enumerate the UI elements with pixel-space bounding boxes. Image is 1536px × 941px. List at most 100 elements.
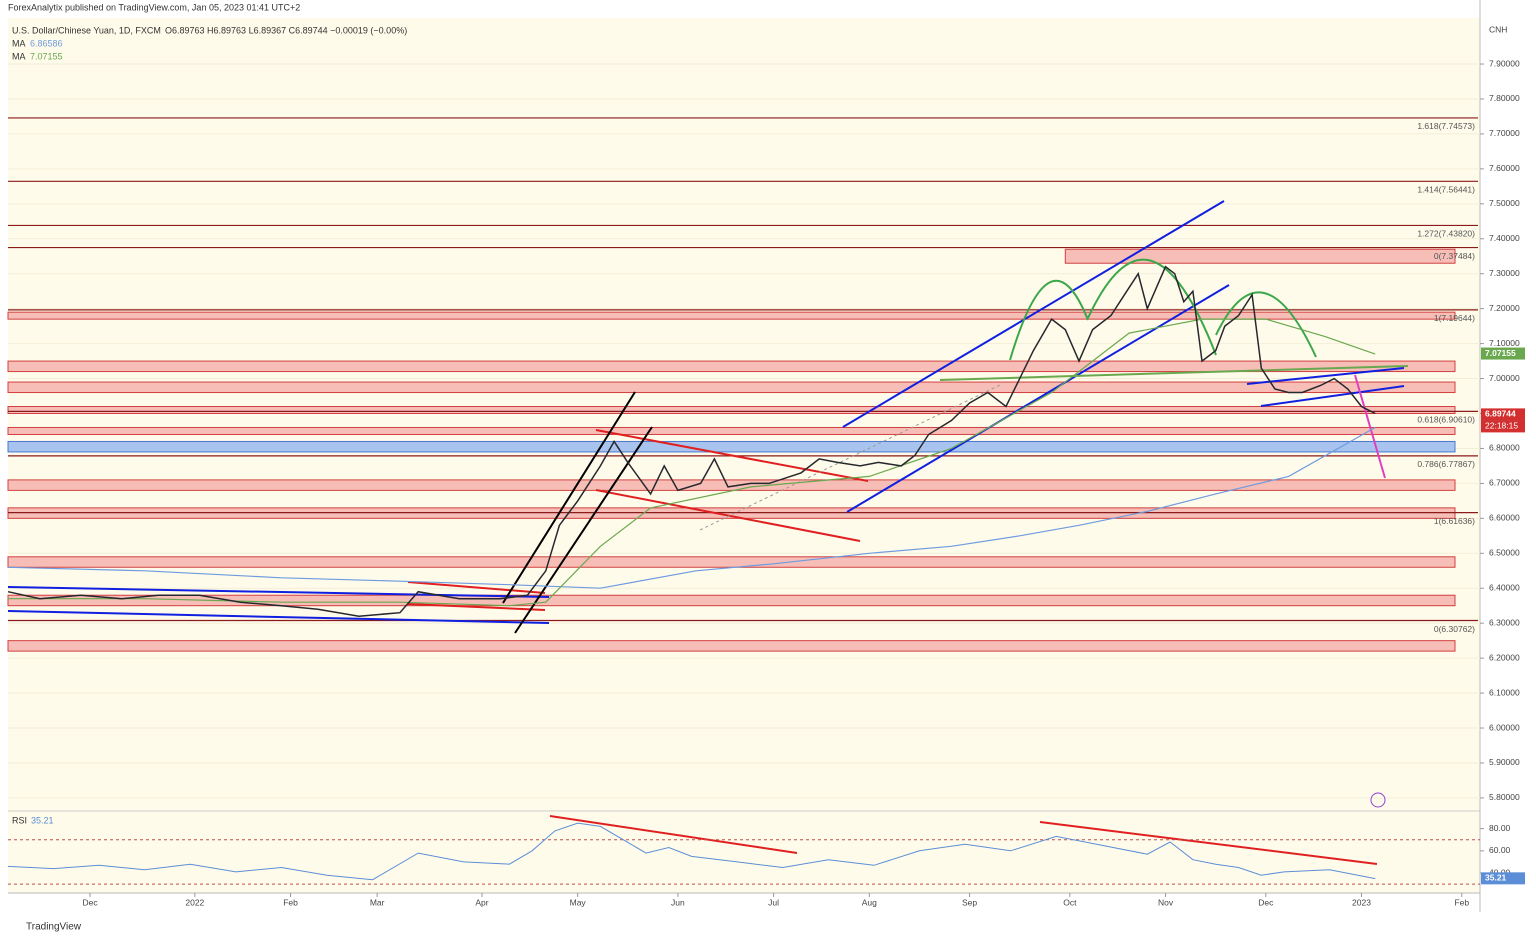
y-tick-label: 7.30000: [1489, 268, 1520, 278]
y-tick-label: 6.70000: [1489, 478, 1520, 488]
source: ForexAnalytix published on TradingView.c…: [8, 2, 300, 12]
y-tick-label: 7.90000: [1489, 58, 1520, 68]
trendline: [514, 426, 653, 634]
ma-value: 6.86586: [30, 38, 63, 48]
ma-name: MA: [12, 38, 26, 48]
ohlc: O6.89763 H6.89763 L6.89367 C6.89744 −0.0…: [165, 25, 407, 35]
x-tick-label: Jul: [768, 897, 779, 907]
ma-name: MA: [12, 51, 26, 61]
arc: [1009, 279, 1089, 361]
trendline: [1260, 385, 1405, 407]
fib-label: 0.786(6.77867): [1417, 459, 1475, 469]
y-tick-label: 6.20000: [1489, 652, 1520, 662]
moving-average: [8, 318, 1376, 607]
rsi-badge: 35.21: [1485, 873, 1507, 883]
y-tick-label: 7.80000: [1489, 93, 1520, 103]
annotations: [7, 63, 1480, 799]
fib-label: 1(7.19644): [1434, 313, 1475, 323]
resistance-zone: [7, 594, 1456, 607]
moving-average: [7, 426, 1376, 589]
rsi-trendline: [1039, 821, 1378, 865]
x-tick-label: Jun: [671, 897, 685, 907]
rsi-line: [7, 822, 1376, 881]
trendline: [7, 610, 550, 624]
y-tick-label: 5.90000: [1489, 757, 1520, 767]
fib-label: 0(7.37484): [1434, 251, 1475, 261]
x-tick-label: Nov: [1158, 897, 1174, 907]
support-zone: [7, 440, 1456, 453]
ma-badge-bg: [1481, 347, 1525, 360]
y-tick-label: 6.30000: [1489, 617, 1520, 627]
fib-label: 0(6.30762): [1434, 624, 1475, 634]
arc: [1215, 291, 1317, 358]
currency: CNH: [1489, 24, 1507, 34]
trendline: [1354, 374, 1386, 479]
resistance-zone: [7, 426, 1456, 435]
x-tick-label: Dec: [1258, 897, 1274, 907]
ma-badge: 7.07155: [1485, 348, 1516, 358]
fib-label: 0.618(6.90610): [1417, 415, 1475, 425]
trendline: [407, 581, 546, 594]
y-tick-label: 6.60000: [1489, 513, 1520, 523]
x-tick-label: Aug: [862, 897, 877, 907]
trendline: [842, 200, 1225, 428]
rsi-tick-label: 80.00: [1489, 823, 1511, 833]
x-tick-label: 2023: [1352, 897, 1371, 907]
logo: TradingView: [26, 922, 82, 933]
rsi-trendline: [549, 815, 798, 854]
y-tick-label: 7.20000: [1489, 303, 1520, 313]
countdown-bg: [1481, 420, 1525, 433]
y-tick-label: 7.00000: [1489, 373, 1520, 383]
y-tick-label: 7.70000: [1489, 128, 1520, 138]
price-badge-bg: [1481, 408, 1525, 421]
y-tick-label: 7.50000: [1489, 198, 1520, 208]
alert-icon[interactable]: [1370, 792, 1386, 808]
y-tick-label: 6.80000: [1489, 443, 1520, 453]
x-tick-label: Feb: [283, 897, 298, 907]
fib-label: 1(6.61636): [1434, 516, 1475, 526]
trendline: [846, 284, 1230, 513]
symbol-title: U.S. Dollar/Chinese Yuan, 1D, FXCM: [12, 25, 161, 35]
y-tick-label: 6.00000: [1489, 722, 1520, 732]
y-tick-label: 6.50000: [1489, 548, 1520, 558]
trendline: [939, 365, 1409, 381]
resistance-zone: [7, 406, 1456, 415]
arc: [1087, 258, 1217, 356]
x-tick-label: Feb: [1454, 897, 1469, 907]
x-tick-label: May: [570, 897, 587, 907]
y-tick-label: 7.60000: [1489, 163, 1520, 173]
resistance-zone: [7, 311, 1456, 320]
trendline: [699, 384, 1001, 531]
rsi-badge-bg: [1481, 872, 1525, 885]
x-tick-label: Mar: [370, 897, 385, 907]
fib-label: 1.414(7.56441): [1417, 185, 1475, 195]
trendline: [595, 429, 869, 482]
resistance-zone: [7, 381, 1456, 394]
y-tick-label: 7.40000: [1489, 233, 1520, 243]
fib-label: 1.272(7.43820): [1417, 229, 1475, 239]
y-tick-label: 7.10000: [1489, 338, 1520, 348]
trendline: [1246, 367, 1405, 385]
x-tick-label: Sep: [962, 897, 977, 907]
rsi-tick-label: 60.00: [1489, 845, 1511, 855]
ma-value: 7.07155: [30, 51, 63, 61]
x-tick-label: Oct: [1063, 897, 1077, 907]
trendline: [7, 586, 550, 598]
resistance-zone: [1064, 248, 1456, 264]
x-tick-label: Dec: [82, 897, 98, 907]
resistance-zone: [7, 556, 1456, 568]
x-tick-label: Apr: [475, 897, 488, 907]
fib-label: 1.618(7.74573): [1417, 121, 1475, 131]
resistance-zone: [7, 640, 1456, 652]
y-tick-label: 6.10000: [1489, 687, 1520, 697]
rsi-name: RSI: [12, 815, 27, 825]
trendline: [407, 603, 546, 611]
rsi-value: 35.21: [31, 815, 54, 825]
price-badge: 6.89744: [1485, 409, 1516, 419]
countdown: 22:18:15: [1485, 421, 1518, 431]
resistance-zone: [7, 360, 1456, 373]
y-tick-label: 6.40000: [1489, 582, 1520, 592]
trendline: [502, 391, 636, 604]
rsi-tick-label: 40.00: [1489, 867, 1511, 877]
